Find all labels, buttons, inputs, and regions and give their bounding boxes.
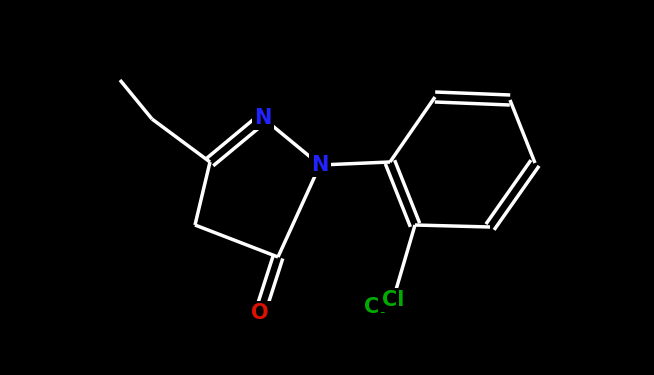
Text: O: O	[251, 303, 269, 323]
Text: N: N	[311, 155, 329, 175]
Text: Cl: Cl	[364, 297, 387, 317]
Text: Cl: Cl	[382, 290, 404, 310]
Text: N: N	[254, 108, 271, 128]
